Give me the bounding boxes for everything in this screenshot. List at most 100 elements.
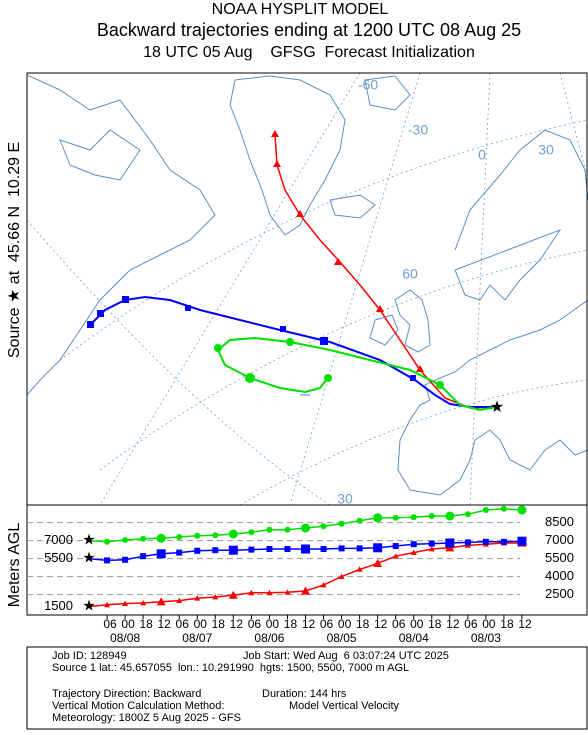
x-tick-label: 12 — [374, 617, 388, 631]
x-tick-label: 00 — [266, 617, 280, 631]
meteorology: Meteorology: 1800Z 5 Aug 2025 - GFS — [52, 712, 241, 724]
graticule — [27, 73, 588, 505]
x-tick-label: 00 — [482, 617, 496, 631]
trajectory-7000 — [216, 336, 498, 412]
marker — [482, 507, 489, 513]
x-tick-label: 18 — [284, 617, 298, 631]
y-tick-label: 5500 — [545, 550, 574, 565]
marker — [248, 529, 255, 536]
start-height-label: 7000 — [44, 532, 73, 547]
marker — [248, 589, 255, 596]
marker — [212, 594, 219, 600]
y-tick-label: 2500 — [545, 586, 574, 601]
trajectory-markers — [271, 130, 424, 372]
marker — [356, 566, 363, 572]
marker — [392, 543, 399, 549]
marker — [410, 549, 417, 555]
marker — [228, 590, 238, 599]
x-tick-label: 00 — [121, 617, 135, 631]
job-id: Job ID: 128949 — [52, 650, 127, 662]
footer: Job ID: 128949 Job Start: Wed Aug 6 03:0… — [52, 650, 449, 724]
marker — [320, 582, 327, 588]
marker — [248, 546, 255, 553]
marker — [266, 546, 273, 552]
trajectory-markers — [87, 296, 416, 381]
job-start: Job Start: Wed Aug 6 03:07:24 UTC 2025 — [243, 650, 449, 662]
marker — [392, 553, 399, 559]
date-label: 08/05 — [327, 631, 357, 645]
marker — [140, 535, 147, 542]
marker — [156, 533, 166, 543]
marker — [500, 538, 507, 545]
grid-label: 0 — [478, 147, 486, 163]
grid-label: -60 — [358, 77, 378, 93]
height-frame — [26, 504, 588, 616]
marker — [428, 546, 435, 552]
x-tick-label: 06 — [248, 617, 262, 631]
marker — [228, 529, 238, 539]
marker — [194, 532, 201, 539]
source-star: ★ — [82, 532, 95, 549]
marker — [284, 546, 291, 552]
y-tick-label: 8500 — [545, 514, 574, 529]
x-tick-label: 18 — [428, 617, 442, 631]
grid-label: 60 — [402, 266, 418, 282]
x-tick-label: 12 — [446, 617, 460, 631]
date-label: 08/04 — [399, 631, 429, 645]
footer-frame — [26, 646, 588, 730]
marker — [301, 586, 311, 595]
marker — [212, 547, 219, 554]
marker — [373, 543, 383, 553]
coastlines — [27, 74, 588, 496]
x-tick-label: 12 — [518, 617, 532, 631]
marker — [194, 595, 201, 601]
start-height-label: 5500 — [44, 550, 73, 565]
start-height-label: 1500 — [44, 598, 73, 613]
vertical-method: Vertical Motion Calculation Method: — [52, 700, 224, 712]
marker — [464, 511, 471, 518]
x-tick-label: 18 — [356, 617, 370, 631]
grid-label: 30 — [337, 491, 353, 507]
title: Backward trajectories ending at 1200 UTC… — [97, 20, 521, 40]
source-label: Source ★ at 45.66 N 10.29 E — [6, 142, 23, 358]
date-label: 08/08 — [110, 631, 140, 645]
marker — [194, 547, 201, 554]
date-label: 08/06 — [254, 631, 284, 645]
marker — [284, 526, 291, 533]
marker — [464, 539, 471, 546]
marker — [176, 534, 183, 540]
x-tick-label: 00 — [338, 617, 352, 631]
y-tick-label: 7000 — [545, 532, 574, 547]
x-tick-label: 00 — [194, 617, 208, 631]
source-star: ★ — [82, 598, 95, 615]
marker — [482, 538, 489, 545]
marker — [266, 526, 273, 533]
marker — [122, 556, 129, 563]
x-tick-label: 12 — [230, 617, 244, 631]
grid-label: 30 — [538, 142, 554, 158]
title: NOAA HYSPLIT MODEL — [212, 1, 389, 18]
marker — [338, 545, 345, 552]
marker — [284, 589, 291, 595]
marker — [517, 505, 527, 515]
direction: Trajectory Direction: Backward — [52, 688, 201, 700]
marker — [338, 520, 345, 527]
marker — [156, 597, 166, 606]
date-label: 08/07 — [182, 631, 212, 645]
x-tick-label: 06 — [320, 617, 334, 631]
marker — [212, 532, 219, 539]
marker — [140, 600, 147, 606]
marker — [104, 601, 111, 608]
grid-label: -30 — [408, 122, 428, 138]
subtitle: 18 UTC 05 Aug GFSG Forecast Initializati… — [143, 44, 475, 61]
marker — [301, 544, 311, 554]
marker — [410, 514, 417, 521]
x-tick-label: 06 — [392, 617, 406, 631]
marker — [500, 505, 507, 512]
marker — [301, 523, 311, 533]
marker — [104, 557, 111, 564]
marker — [356, 517, 363, 524]
source-star: ★ — [82, 550, 95, 567]
marker — [410, 541, 417, 548]
marker — [373, 513, 383, 523]
